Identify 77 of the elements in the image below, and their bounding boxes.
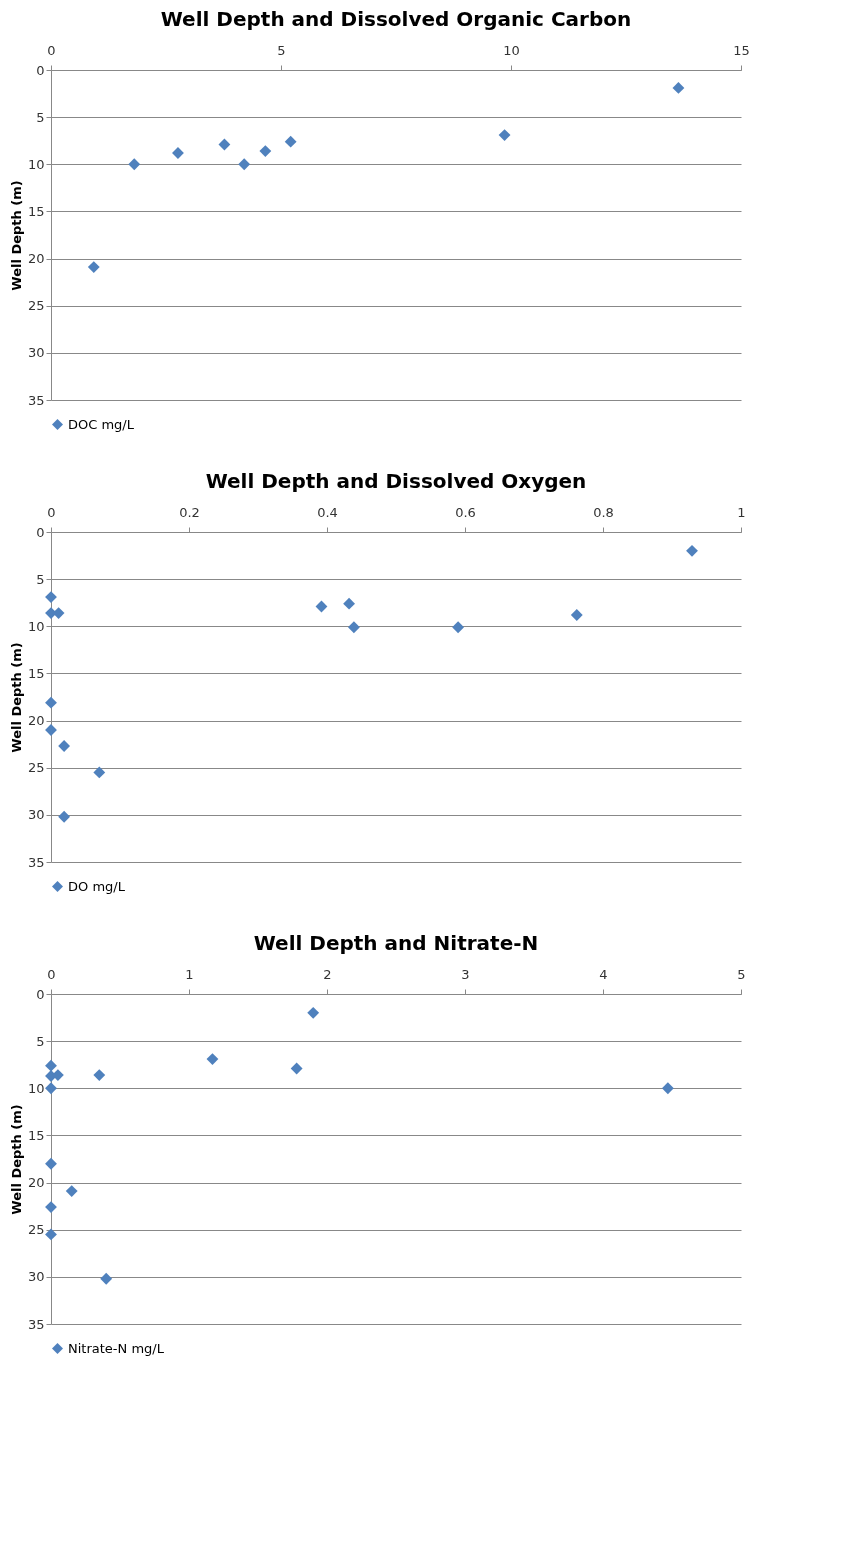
- y-tick-label: 30: [27, 807, 45, 823]
- point: [347, 621, 360, 634]
- point: [307, 1006, 320, 1019]
- x-tick-label: 15: [733, 42, 750, 58]
- y-tick-label: 25: [27, 298, 45, 314]
- point: [290, 1062, 303, 1075]
- y-tick-label: 20: [27, 713, 45, 729]
- y-tick-label: 20: [27, 1175, 45, 1191]
- y-tick-label: 15: [27, 203, 45, 219]
- x-tick-label: 4: [599, 966, 608, 982]
- point: [65, 1185, 78, 1197]
- x-tick-label: 0: [47, 504, 56, 520]
- legend-label: DOC mg/L: [68, 416, 135, 432]
- point: [218, 138, 231, 151]
- x-tick-label: 1: [185, 966, 194, 982]
- x-tick-label: 0: [47, 42, 56, 58]
- y-tick-label: 5: [36, 109, 45, 125]
- y-tick-label: 10: [27, 156, 45, 172]
- point: [498, 129, 511, 141]
- point: [45, 1157, 57, 1170]
- point: [93, 766, 106, 779]
- x-tick-label: 3: [461, 966, 470, 982]
- point: [206, 1053, 219, 1065]
- x-tick-label: 0: [47, 966, 56, 982]
- point: [686, 544, 698, 557]
- point: [128, 158, 141, 171]
- x-tick-label: 0.2: [179, 504, 200, 520]
- point: [45, 1228, 57, 1241]
- y-tick-label: 20: [27, 251, 45, 267]
- point: [259, 145, 272, 157]
- y-tick-label: 10: [27, 1080, 45, 1096]
- x-tick-label: 0.8: [593, 504, 614, 520]
- y-tick-label: 10: [27, 618, 45, 634]
- point: [87, 261, 100, 273]
- point: [45, 696, 57, 709]
- y-tick-label: 0: [36, 62, 45, 78]
- point: [58, 740, 71, 752]
- point: [100, 1272, 113, 1285]
- chart-title: Well Depth and Dissolved Oxygen: [205, 469, 587, 493]
- point: [45, 1059, 57, 1072]
- point: [45, 1082, 57, 1095]
- x-tick-label: 0.4: [317, 504, 338, 520]
- y-tick-label: 0: [36, 524, 45, 540]
- y-tick-label: 35: [27, 1316, 45, 1332]
- point: [284, 135, 297, 148]
- x-tick-label: 5: [277, 42, 286, 58]
- y-tick-label: 30: [27, 1269, 45, 1285]
- y-axis-title: Well Depth (m): [8, 1104, 24, 1215]
- x-tick-label: 0.6: [455, 504, 476, 520]
- point: [661, 1082, 674, 1095]
- chart-title: Well Depth and Nitrate-N: [253, 931, 539, 955]
- legend-label: Nitrate-N mg/L: [68, 1340, 165, 1356]
- point: [452, 621, 465, 634]
- y-axis-title: Well Depth (m): [8, 180, 24, 291]
- y-tick-label: 25: [27, 760, 45, 776]
- x-tick-label: 2: [323, 966, 332, 982]
- y-tick-label: 5: [36, 1033, 45, 1049]
- point: [672, 82, 685, 94]
- x-tick-label: 1: [737, 504, 746, 520]
- point: [238, 158, 251, 171]
- y-tick-label: 35: [27, 392, 45, 408]
- y-tick-label: 30: [27, 345, 45, 361]
- y-tick-label: 25: [27, 1222, 45, 1238]
- y-axis-title: Well Depth (m): [8, 642, 24, 753]
- y-tick-label: 5: [36, 571, 45, 587]
- x-tick-label: 10: [503, 42, 520, 58]
- point: [58, 810, 71, 823]
- x-tick-label: 5: [737, 966, 746, 982]
- point: [93, 1069, 106, 1081]
- legend-label: DO mg/L: [68, 878, 126, 894]
- y-tick-label: 15: [27, 1127, 45, 1143]
- chart-title: Well Depth and Dissolved Organic Carbon: [160, 7, 632, 31]
- point: [343, 597, 355, 610]
- y-tick-label: 15: [27, 665, 45, 681]
- y-tick-label: 0: [36, 986, 45, 1002]
- point: [570, 609, 583, 621]
- y-tick-label: 35: [27, 854, 45, 870]
